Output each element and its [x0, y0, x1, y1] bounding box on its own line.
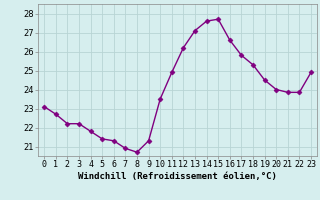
X-axis label: Windchill (Refroidissement éolien,°C): Windchill (Refroidissement éolien,°C) — [78, 172, 277, 181]
